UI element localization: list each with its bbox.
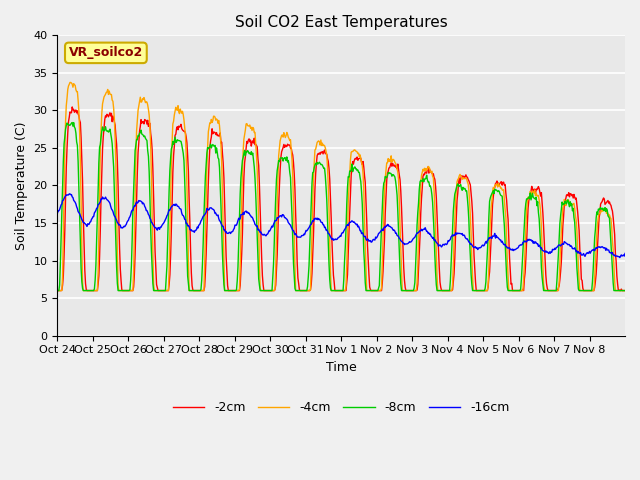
-16cm — [433, 240, 440, 245]
-8cm — [433, 282, 440, 288]
-4cm — [66, 80, 74, 85]
-16cm — [253, 223, 261, 228]
-4cm — [275, 153, 282, 158]
-2cm — [433, 194, 440, 200]
-8cm — [253, 233, 261, 239]
-8cm — [275, 158, 282, 164]
-8cm — [54, 288, 61, 293]
-2cm — [621, 288, 629, 293]
Line: -8cm: -8cm — [58, 122, 625, 290]
-8cm — [121, 288, 129, 293]
Y-axis label: Soil Temperature (C): Soil Temperature (C) — [15, 121, 28, 250]
Line: -4cm: -4cm — [58, 83, 625, 290]
-16cm — [225, 229, 233, 235]
-4cm — [54, 288, 61, 293]
-8cm — [621, 288, 629, 293]
-2cm — [253, 144, 261, 150]
-4cm — [433, 249, 440, 255]
-16cm — [121, 224, 129, 229]
Legend: -2cm, -4cm, -8cm, -16cm: -2cm, -4cm, -8cm, -16cm — [168, 396, 515, 419]
Line: -2cm: -2cm — [58, 107, 625, 290]
Line: -16cm: -16cm — [58, 194, 625, 258]
-4cm — [401, 288, 408, 293]
-16cm — [401, 241, 408, 247]
-4cm — [121, 288, 129, 293]
X-axis label: Time: Time — [326, 361, 356, 374]
-16cm — [275, 215, 282, 220]
-2cm — [54, 288, 61, 293]
-2cm — [68, 104, 76, 110]
-8cm — [401, 288, 408, 293]
-16cm — [616, 255, 623, 261]
-4cm — [621, 288, 629, 293]
Text: VR_soilco2: VR_soilco2 — [68, 47, 143, 60]
-8cm — [68, 120, 76, 125]
Title: Soil CO2 East Temperatures: Soil CO2 East Temperatures — [235, 15, 447, 30]
-16cm — [621, 251, 629, 256]
-2cm — [121, 288, 129, 293]
-8cm — [225, 288, 233, 293]
-4cm — [225, 288, 233, 293]
-2cm — [401, 277, 408, 283]
-16cm — [65, 191, 73, 197]
-16cm — [54, 210, 61, 216]
-4cm — [253, 168, 261, 173]
-2cm — [275, 203, 282, 209]
-2cm — [225, 288, 233, 293]
